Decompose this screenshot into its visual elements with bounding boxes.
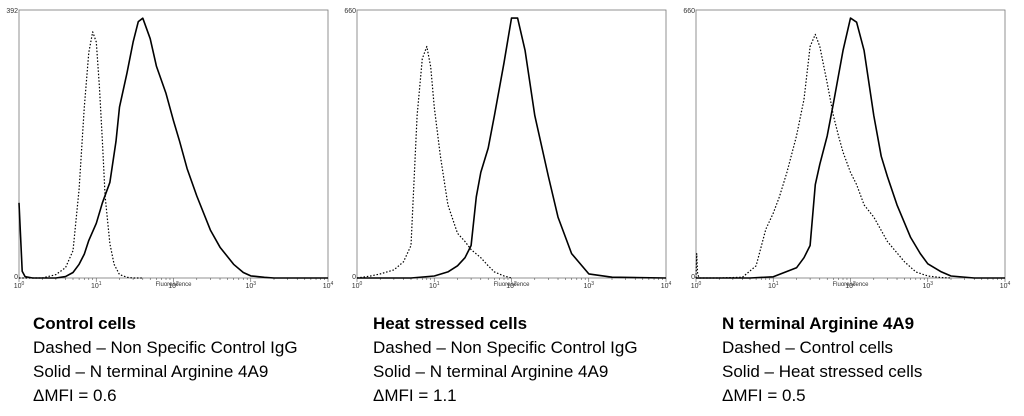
caption-heat-stressed: Heat stressed cells Dashed – Non Specifi…	[373, 312, 703, 408]
y-max-label: 392	[6, 8, 18, 15]
x-tick-label: 102	[845, 281, 856, 290]
caption-title: Control cells	[33, 314, 136, 333]
x-tick-label: 101	[768, 281, 779, 290]
x-axis-title: Fluorescence	[832, 282, 869, 288]
caption-solid-legend: Solid – N terminal Arginine 4A9	[33, 362, 269, 381]
series-solid-curve	[18, 17, 328, 279]
caption-solid-legend: Solid – N terminal Arginine 4A9	[373, 362, 609, 381]
caption-dashed-legend: Dashed – Non Specific Control IgG	[373, 338, 638, 357]
caption-delta-mfi: ΔMFI = 0.6	[33, 386, 117, 405]
x-tick-label: 103	[583, 281, 594, 290]
x-tick-label: 100	[691, 281, 702, 290]
series-dotted-curve	[695, 33, 952, 279]
caption-control: Control cells Dashed – Non Specific Cont…	[33, 312, 363, 408]
caption-arginine: N terminal Arginine 4A9 Dashed – Control…	[722, 312, 1024, 408]
x-axis-title: Fluorescence	[155, 282, 192, 288]
y-max-label: 660	[344, 8, 356, 15]
x-tick-label: 102	[506, 281, 517, 290]
y-zero-label: 0	[691, 274, 695, 281]
x-tick-label: 103	[922, 281, 933, 290]
plot-frame	[356, 9, 667, 279]
x-tick-label: 104	[661, 281, 672, 290]
x-tick-label: 100	[14, 281, 25, 290]
caption-delta-mfi: ΔMFI = 0.5	[722, 386, 806, 405]
x-tick-label: 101	[91, 281, 102, 290]
x-tick-label: 104	[323, 281, 334, 290]
caption-dashed-legend: Dashed – Control cells	[722, 338, 894, 357]
plot-frame	[695, 9, 1006, 279]
x-tick-label: 103	[245, 281, 256, 290]
y-zero-label: 0	[14, 274, 18, 281]
caption-title: N terminal Arginine 4A9	[722, 314, 915, 333]
caption-dashed-legend: Dashed – Non Specific Control IgG	[33, 338, 298, 357]
caption-title: Heat stressed cells	[373, 314, 528, 333]
plot-frame	[18, 9, 329, 279]
x-axis-title: Fluorescence	[493, 282, 530, 288]
x-tick-label: 104	[1000, 281, 1011, 290]
y-max-label: 660	[683, 8, 695, 15]
series-solid-curve	[696, 17, 1005, 279]
x-tick-label: 101	[429, 281, 440, 290]
x-tick-label: 100	[352, 281, 363, 290]
caption-delta-mfi: ΔMFI = 1.1	[373, 386, 457, 405]
series-solid-curve	[357, 17, 667, 279]
x-tick-label: 102	[168, 281, 179, 290]
series-dotted-curve	[356, 45, 512, 279]
y-zero-label: 0	[352, 274, 356, 281]
series-dotted-curve	[19, 31, 143, 279]
caption-solid-legend: Solid – Heat stressed cells	[722, 362, 923, 381]
